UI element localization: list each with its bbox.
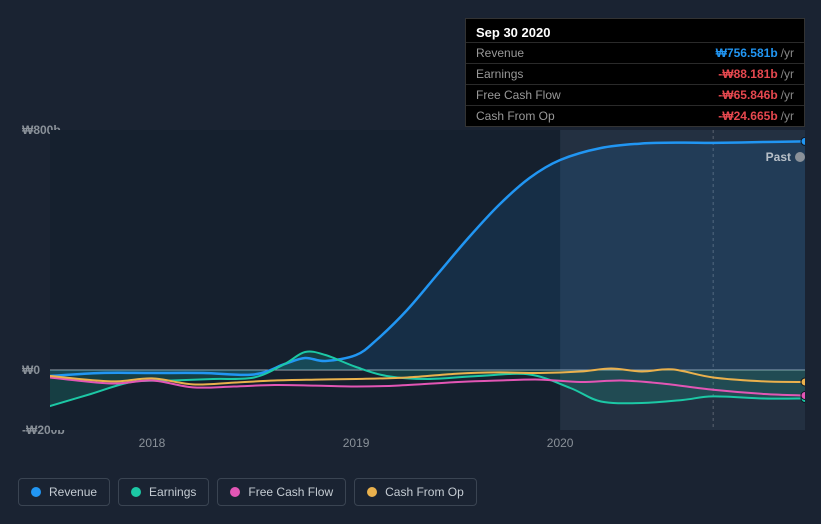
legend-item-revenue[interactable]: Revenue (18, 478, 110, 506)
legend-label: Earnings (149, 485, 196, 499)
x-axis-label: 2020 (547, 436, 574, 450)
legend-swatch (31, 487, 41, 497)
tooltip-suffix: /yr (781, 109, 794, 123)
x-axis-label: 2018 (139, 436, 166, 450)
tooltip-row: Free Cash Flow -₩65.846b/yr (466, 84, 804, 105)
chart-legend: Revenue Earnings Free Cash Flow Cash From O… (18, 478, 477, 506)
past-label: Past (766, 150, 805, 164)
chart-tooltip: Sep 30 2020 Revenue ₩756.581b/yrEarnings… (465, 18, 805, 127)
y-axis-label: ₩0 (22, 363, 40, 377)
legend-item-earnings[interactable]: Earnings (118, 478, 209, 506)
tooltip-row: Cash From Op -₩24.665b/yr (466, 105, 804, 126)
tooltip-suffix: /yr (781, 67, 794, 81)
info-icon (795, 152, 805, 162)
tooltip-value: -₩65.846b (718, 88, 777, 102)
tooltip-value: ₩756.581b (716, 46, 778, 60)
tooltip-label: Revenue (476, 46, 524, 60)
legend-item-cfo[interactable]: Cash From Op (354, 478, 477, 506)
tooltip-value: -₩88.181b (718, 67, 777, 81)
tooltip-label: Cash From Op (476, 109, 555, 123)
tooltip-suffix: /yr (781, 46, 794, 60)
tooltip-row: Revenue ₩756.581b/yr (466, 42, 804, 63)
legend-label: Revenue (49, 485, 97, 499)
legend-swatch (367, 487, 377, 497)
tooltip-label: Earnings (476, 67, 523, 81)
x-axis-label: 2019 (343, 436, 370, 450)
chart-svg (50, 130, 805, 430)
legend-swatch (131, 487, 141, 497)
tooltip-row: Earnings -₩88.181b/yr (466, 63, 804, 84)
legend-item-fcf[interactable]: Free Cash Flow (217, 478, 346, 506)
legend-label: Free Cash Flow (248, 485, 333, 499)
tooltip-suffix: /yr (781, 88, 794, 102)
plot-area[interactable]: Past (50, 130, 805, 430)
tooltip-date: Sep 30 2020 (466, 19, 804, 42)
tooltip-value: -₩24.665b (718, 109, 777, 123)
financial-chart[interactable]: ₩800b₩0-₩200b Past 201820192020 (18, 120, 805, 460)
legend-label: Cash From Op (385, 485, 464, 499)
legend-swatch (230, 487, 240, 497)
tooltip-label: Free Cash Flow (476, 88, 561, 102)
